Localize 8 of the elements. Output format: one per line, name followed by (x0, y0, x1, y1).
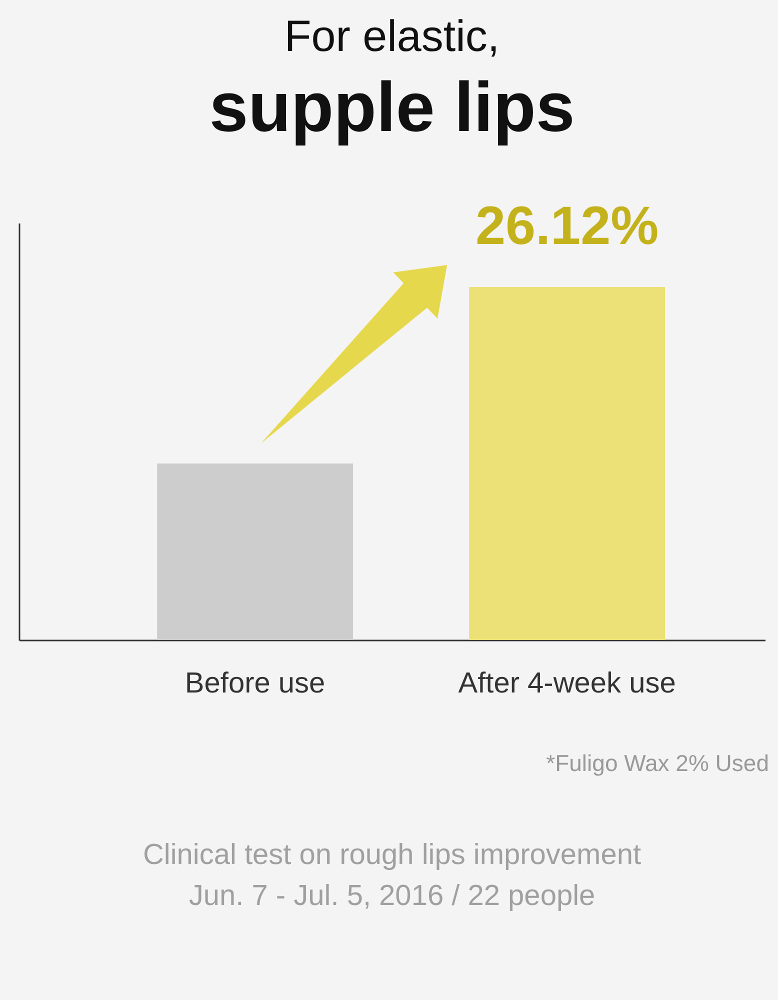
x-tick-label: After 4-week use (458, 668, 676, 700)
annotation: 26.12% (475, 196, 659, 256)
text: Jun. 7 - Jul. 5, 2016 / 22 people (188, 880, 596, 912)
x-tick-label: Before use (184, 668, 326, 700)
text: *Fuligo Wax 2% Used (546, 750, 769, 776)
chart-subtitle: supple lips (209, 68, 575, 146)
chart-title: For elastic, (284, 12, 500, 61)
text: Clinical test on rough lips improvement (142, 839, 642, 871)
